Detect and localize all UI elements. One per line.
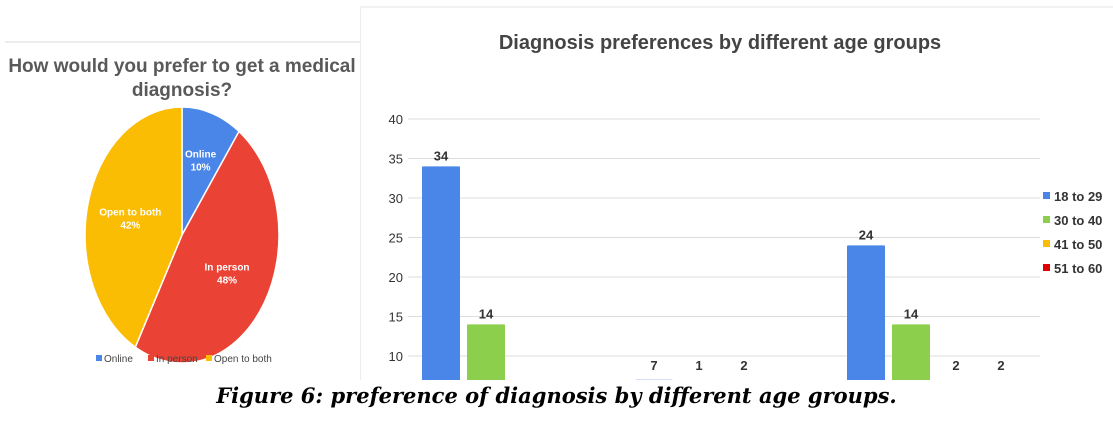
bar-value-label: 2 [952,358,959,373]
y-tick-label: 15 [389,310,403,325]
bar-18-to-29 [422,166,460,380]
pie-slice-label: In person [205,263,250,274]
pie-legend-swatch [148,355,154,361]
pie-slice-value: 48% [217,276,237,287]
pie-chart-panel: How would you prefer to get a medical dia… [0,0,360,380]
bar-chart: Diagnosis preferences by different age g… [360,6,1113,380]
legend-swatch [1043,240,1050,247]
bar-value-label: 2 [997,358,1004,373]
bar-30-to-40 [467,324,505,380]
bar-value-label: 7 [650,358,657,373]
pie-slice-open-to-both [84,106,183,349]
y-tick-label: 35 [389,152,403,167]
pie-slice-in-person [134,130,280,364]
pie-slice-online [181,106,240,236]
y-tick-label: 10 [389,349,403,364]
pie-slice-label: Open to both [99,207,161,218]
pie-title-line: diagnosis? [132,80,232,101]
pie-legend-label: Open to both [214,354,272,365]
bar-value-label: 2 [740,358,747,373]
legend-label: 30 to 40 [1054,213,1102,228]
y-tick-label: 20 [389,270,403,285]
bar-chart-panel: Diagnosis preferences by different age g… [360,0,1113,380]
figure-caption: Figure 6: preference of diagnosis by dif… [216,383,897,408]
legend-label: 51 to 60 [1054,261,1102,276]
legend-label: 41 to 50 [1054,237,1102,252]
pie-title-line: How would you prefer to get a medical [8,56,355,77]
legend-swatch [1043,264,1050,271]
bar-value-label: 1 [695,358,702,373]
y-tick-label: 25 [389,231,403,246]
bar-value-label: 14 [904,306,919,321]
bar-value-label: 34 [434,148,449,163]
legend-swatch [1043,216,1050,223]
pie-legend-label: In person [156,354,198,365]
pie-chart: How would you prefer to get a medical dia… [5,41,360,365]
bar-30-to-40 [892,324,930,380]
pie-slice-label: Online [185,150,217,161]
bar-18-to-29 [847,245,885,380]
pie-slice-value: 42% [120,220,140,231]
legend-label: 18 to 29 [1054,189,1102,204]
y-tick-label: 40 [389,112,403,127]
y-tick-label: 30 [389,191,403,206]
bar-chart-title: Diagnosis preferences by different age g… [499,32,941,54]
pie-legend-label: Online [104,354,133,365]
pie-slice-value: 10% [191,163,211,174]
bar-value-label: 24 [859,227,874,242]
pie-legend-swatch [96,355,102,361]
legend-swatch [1043,192,1050,199]
bar-value-label: 14 [479,306,494,321]
pie-legend-swatch [206,355,212,361]
